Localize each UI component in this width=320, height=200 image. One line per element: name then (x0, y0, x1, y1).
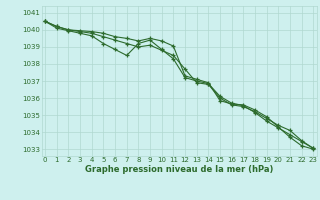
X-axis label: Graphe pression niveau de la mer (hPa): Graphe pression niveau de la mer (hPa) (85, 165, 273, 174)
